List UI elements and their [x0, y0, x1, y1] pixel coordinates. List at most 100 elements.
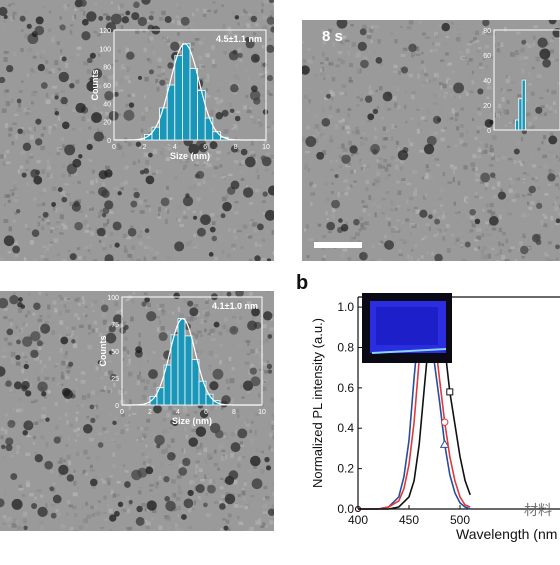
tem-grain — [77, 428, 80, 431]
tem-grain — [166, 186, 169, 190]
tem-grain — [17, 437, 21, 441]
nanoparticle-dot — [69, 83, 75, 89]
nanoparticle-dot — [17, 99, 22, 104]
tem-grain — [44, 396, 47, 398]
tem-grain — [88, 227, 91, 230]
tem-grain — [199, 468, 203, 472]
nanoparticle-dot — [10, 473, 17, 480]
tem-grain — [67, 298, 70, 300]
tem-grain — [90, 180, 94, 185]
nanoparticle-dot — [31, 503, 37, 509]
tem-grain — [544, 216, 548, 219]
tem-grain — [225, 455, 227, 460]
tem-grain — [146, 233, 149, 238]
tem-grain — [466, 201, 469, 203]
tem-grain — [77, 487, 79, 489]
tem-grain — [176, 16, 179, 19]
tem-grain — [419, 21, 422, 24]
tem-grain — [127, 254, 132, 258]
tem-grain — [356, 51, 360, 54]
tem-grain — [151, 443, 155, 446]
tem-grain — [555, 175, 559, 177]
tem-grain — [218, 208, 222, 211]
tem-grain — [207, 480, 211, 484]
tem-grain — [42, 245, 46, 248]
tem-grain — [305, 151, 310, 153]
y-tick-label: 80 — [103, 65, 111, 72]
tem-grain — [23, 323, 26, 326]
nanoparticle-dot — [182, 458, 190, 466]
tem-grain — [104, 431, 109, 434]
tem-grain — [408, 39, 411, 42]
tem-grain — [228, 514, 232, 518]
tem-grain — [440, 108, 442, 111]
tem-grain — [343, 179, 348, 182]
tem-grain — [312, 56, 315, 60]
tem-grain — [438, 198, 442, 200]
nanoparticle-dot — [7, 420, 15, 428]
tem-grain — [417, 129, 420, 134]
tem-grain — [502, 232, 506, 236]
tem-grain — [395, 165, 398, 170]
nanoparticle-dot — [252, 478, 263, 489]
tem-grain — [149, 208, 151, 212]
tem-grain — [85, 306, 87, 308]
tem-grain — [386, 217, 391, 220]
tem-grain — [442, 236, 445, 241]
x-tick-label: 500 — [450, 513, 470, 527]
tem-grain — [232, 12, 235, 16]
tem-grain — [78, 46, 82, 49]
nanoparticle-dot — [6, 444, 13, 451]
tem-grain — [70, 423, 73, 426]
nanoparticle-dot — [353, 219, 360, 226]
tem-grain — [85, 502, 88, 506]
tem-grain — [509, 178, 512, 180]
tem-grain — [326, 75, 330, 78]
nanoparticle-dot — [231, 442, 241, 452]
tem-grain — [244, 482, 247, 486]
tem-grain — [380, 241, 383, 244]
tem-grain — [21, 328, 23, 333]
tem-grain — [1, 428, 4, 432]
tem-grain — [555, 183, 559, 186]
tem-grain — [21, 81, 24, 83]
tem-grain — [489, 203, 493, 207]
tem-grain — [332, 23, 336, 25]
tem-grain — [378, 259, 382, 261]
tem-grain — [194, 500, 196, 505]
tem-grain — [196, 197, 200, 201]
tem-grain — [332, 77, 336, 81]
tem-grain — [556, 258, 559, 261]
tem-grain — [54, 308, 57, 312]
tem-grain — [462, 214, 465, 219]
nanoparticle-dot — [51, 513, 57, 519]
tem-grain — [52, 126, 56, 130]
tem-grain — [47, 173, 51, 177]
tem-grain — [27, 74, 29, 77]
tem-grain — [531, 178, 535, 181]
tem-grain — [375, 90, 378, 92]
tem-grain — [436, 73, 441, 78]
tem-grain — [332, 208, 335, 213]
tem-grain — [419, 77, 422, 80]
tem-grain — [83, 220, 87, 225]
tem-grain — [328, 231, 332, 233]
tem-grain — [203, 448, 207, 452]
tem-grain — [414, 207, 418, 209]
tem-grain — [488, 152, 491, 155]
tem-grain — [18, 308, 22, 313]
tem-grain — [196, 9, 199, 12]
tem-grain — [16, 450, 19, 454]
tem-grain — [121, 187, 124, 190]
tem-grain — [22, 402, 26, 407]
tem-grain — [470, 216, 474, 220]
tem-grain — [440, 249, 443, 253]
tem-grain — [411, 55, 414, 57]
tem-grain — [498, 242, 501, 246]
tem-grain — [496, 260, 500, 261]
tem-grain — [272, 3, 274, 6]
tem-grain — [400, 26, 403, 28]
tem-grain — [66, 327, 68, 329]
tem-grain — [45, 321, 49, 324]
tem-grain — [390, 156, 394, 160]
